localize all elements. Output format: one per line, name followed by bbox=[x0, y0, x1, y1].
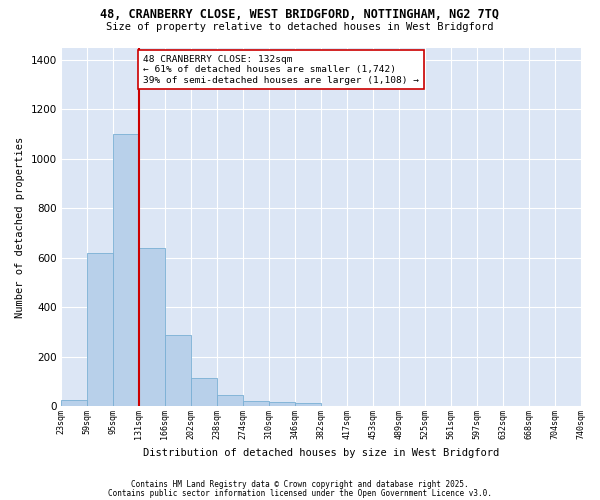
Bar bbox=[87, 253, 113, 406]
Text: Contains HM Land Registry data © Crown copyright and database right 2025.: Contains HM Land Registry data © Crown c… bbox=[131, 480, 469, 489]
Text: Size of property relative to detached houses in West Bridgford: Size of property relative to detached ho… bbox=[106, 22, 494, 32]
Bar bbox=[165, 334, 191, 406]
Bar bbox=[61, 400, 87, 406]
Bar bbox=[243, 402, 269, 406]
Bar bbox=[113, 134, 139, 406]
Bar bbox=[139, 248, 165, 406]
Bar bbox=[191, 378, 217, 406]
Bar bbox=[295, 404, 321, 406]
Y-axis label: Number of detached properties: Number of detached properties bbox=[15, 136, 25, 318]
Text: 48 CRANBERRY CLOSE: 132sqm
← 61% of detached houses are smaller (1,742)
39% of s: 48 CRANBERRY CLOSE: 132sqm ← 61% of deta… bbox=[143, 55, 419, 84]
Text: 48, CRANBERRY CLOSE, WEST BRIDGFORD, NOTTINGHAM, NG2 7TQ: 48, CRANBERRY CLOSE, WEST BRIDGFORD, NOT… bbox=[101, 8, 499, 20]
Text: Contains public sector information licensed under the Open Government Licence v3: Contains public sector information licen… bbox=[108, 488, 492, 498]
Bar bbox=[217, 394, 243, 406]
X-axis label: Distribution of detached houses by size in West Bridgford: Distribution of detached houses by size … bbox=[143, 448, 499, 458]
Bar bbox=[269, 402, 295, 406]
